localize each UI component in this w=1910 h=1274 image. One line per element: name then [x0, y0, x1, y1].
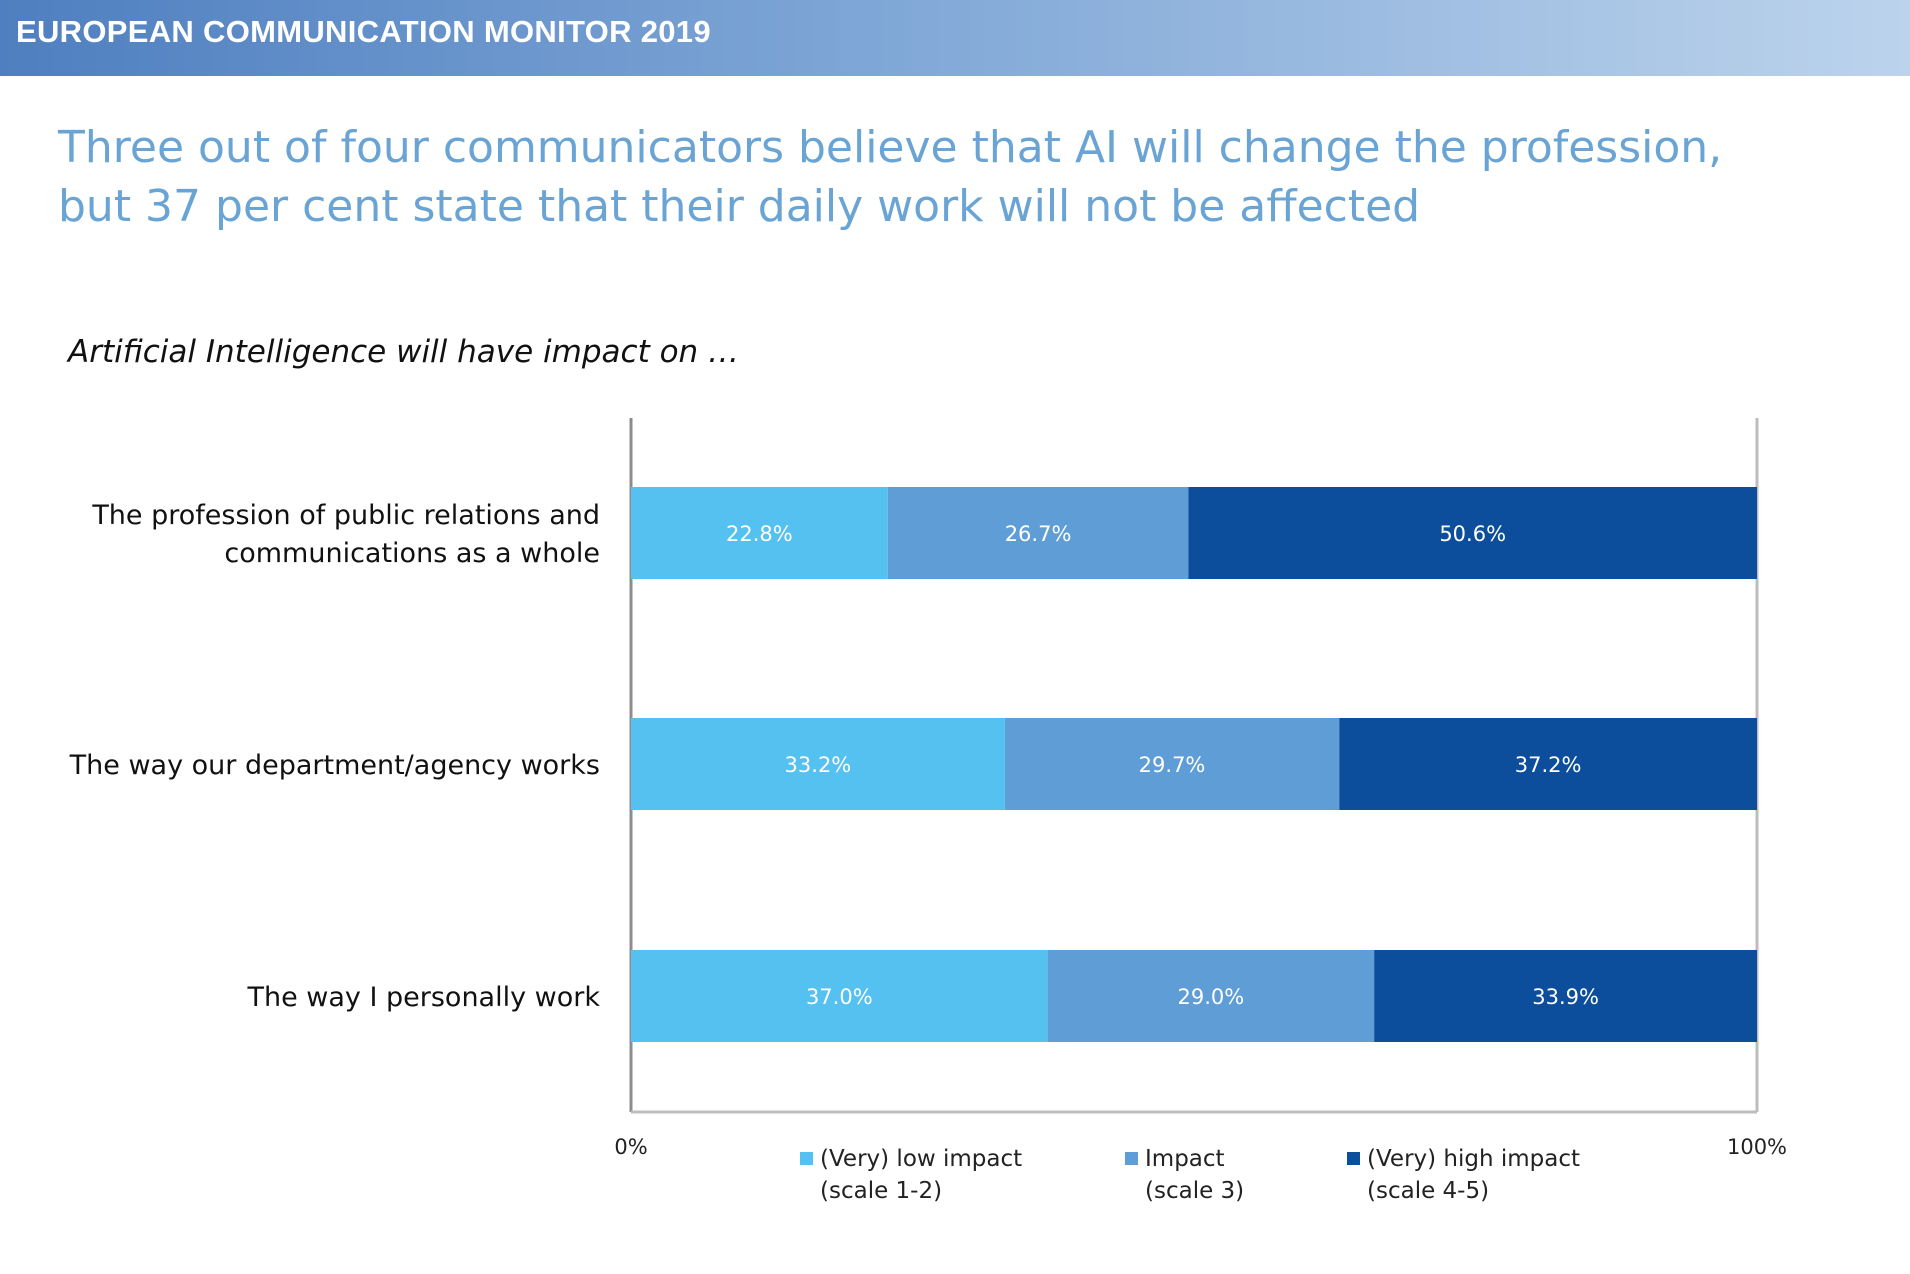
data-label: 50.6%: [1439, 522, 1506, 546]
bar-segment: [1374, 950, 1757, 1042]
legend-label: (scale 1-2): [820, 1178, 942, 1204]
headline-line-2: but 37 per cent state that their daily w…: [58, 181, 1421, 232]
bar-segment: [887, 487, 1189, 579]
legend-label: (scale 4-5): [1367, 1178, 1489, 1204]
category-label: communications as a whole: [224, 538, 600, 569]
legend-label: Impact: [1145, 1146, 1225, 1172]
legend-label: (Very) high impact: [1367, 1146, 1580, 1172]
x-tick-label: 100%: [1727, 1135, 1787, 1159]
bar-segment: [1004, 718, 1340, 810]
headline: Three out of four communicators believe …: [58, 118, 1818, 236]
data-label: 22.8%: [726, 522, 793, 546]
data-label: 26.7%: [1005, 522, 1072, 546]
bar-segment: [1047, 950, 1375, 1042]
data-label: 33.9%: [1532, 985, 1599, 1009]
chart-subtitle: Artificial Intelligence will have impact…: [68, 334, 740, 370]
legend-swatch: [1347, 1152, 1360, 1165]
stacked-bar-chart: 22.8% 26.7% 50.6% The profession of public …: [69, 418, 1787, 1204]
banner-title: EUROPEAN COMMUNICATION MONITOR 2019: [16, 14, 711, 49]
category-label: The way I personally work: [246, 982, 600, 1013]
legend-label: (Very) low impact: [820, 1146, 1022, 1172]
data-label: 33.2%: [785, 753, 852, 777]
category-label: The way our department/agency works: [69, 750, 600, 781]
legend-label: (scale 3): [1145, 1178, 1244, 1204]
legend-swatch: [1125, 1152, 1138, 1165]
data-label: 37.0%: [806, 985, 873, 1009]
data-label: 29.0%: [1178, 985, 1245, 1009]
header-banner: EUROPEAN COMMUNICATION MONITOR 2019: [0, 0, 1910, 76]
bar-segment: [1339, 718, 1757, 810]
bar-segment: [631, 950, 1048, 1042]
bar-segment: [631, 718, 1005, 810]
bar-segment: [631, 487, 888, 579]
headline-line-1: Three out of four communicators believe …: [58, 122, 1723, 173]
category-label: The profession of public relations and: [91, 500, 600, 531]
data-label: 29.7%: [1139, 753, 1206, 777]
x-tick-label: 0%: [614, 1135, 647, 1159]
legend-swatch: [800, 1152, 813, 1165]
data-label: 37.2%: [1515, 753, 1582, 777]
bar-segment: [1188, 487, 1757, 579]
